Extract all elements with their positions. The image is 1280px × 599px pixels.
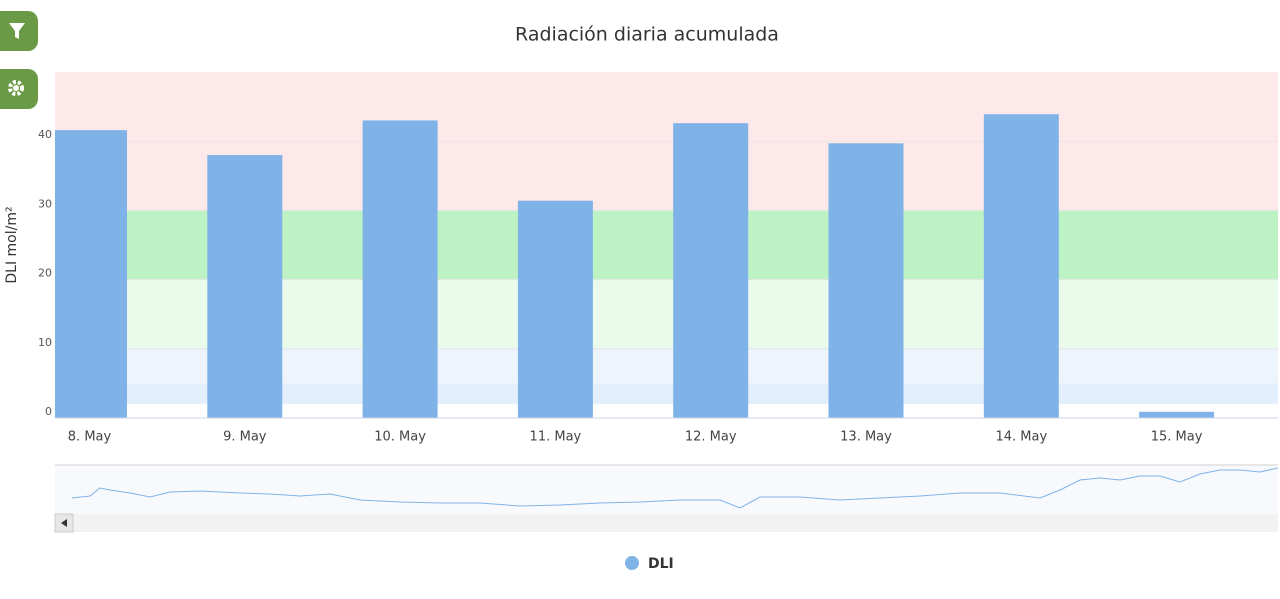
bar [828, 143, 904, 418]
settings-icon [8, 80, 24, 96]
filter-icon [9, 23, 25, 39]
x-tick-label: 8. May [68, 430, 112, 445]
bar [362, 120, 438, 418]
bar [1139, 411, 1215, 418]
plot-area [55, 72, 1278, 418]
plot-band [55, 210, 1278, 280]
plot-band [55, 348, 1278, 384]
bar [673, 123, 749, 418]
scroll-left[interactable] [54, 513, 74, 533]
settings-button[interactable] [0, 69, 38, 109]
navigator-line [71, 467, 1279, 509]
x-tick-label: 15. May [1151, 430, 1203, 445]
scroll-arrow [61, 519, 67, 527]
bar [517, 200, 593, 418]
x-tick-label: 9. May [223, 430, 267, 445]
bar [55, 130, 127, 418]
bar [983, 114, 1059, 418]
y-tick-label: 0 [45, 405, 52, 418]
legend-label: DLI [648, 556, 674, 572]
scrollbar[interactable] [55, 514, 1278, 532]
navigator [54, 464, 1279, 533]
bar [207, 155, 283, 418]
x-tick-label: 10. May [374, 430, 426, 445]
legend[interactable]: DLI [625, 556, 674, 572]
x-tick-label: 12. May [685, 430, 737, 445]
legend-marker [625, 556, 639, 570]
plot-band [55, 279, 1278, 349]
x-tick-label: 13. May [840, 430, 892, 445]
navigator-bg [55, 466, 1278, 514]
filter-button[interactable] [0, 11, 38, 51]
x-tick-label: 14. May [995, 430, 1047, 445]
plot-band [55, 72, 1278, 211]
y-tick-label: 40 [38, 128, 52, 141]
y-tick-label: 20 [38, 267, 52, 280]
x-tick-label: 11. May [530, 430, 582, 445]
chart-title: Radiación diaria acumulada [515, 24, 779, 46]
y-tick-label: 10 [38, 336, 52, 349]
y-axis-label: DLI mol/m² [4, 206, 20, 283]
y-tick-label: 30 [38, 197, 52, 210]
plot-band [55, 383, 1278, 405]
